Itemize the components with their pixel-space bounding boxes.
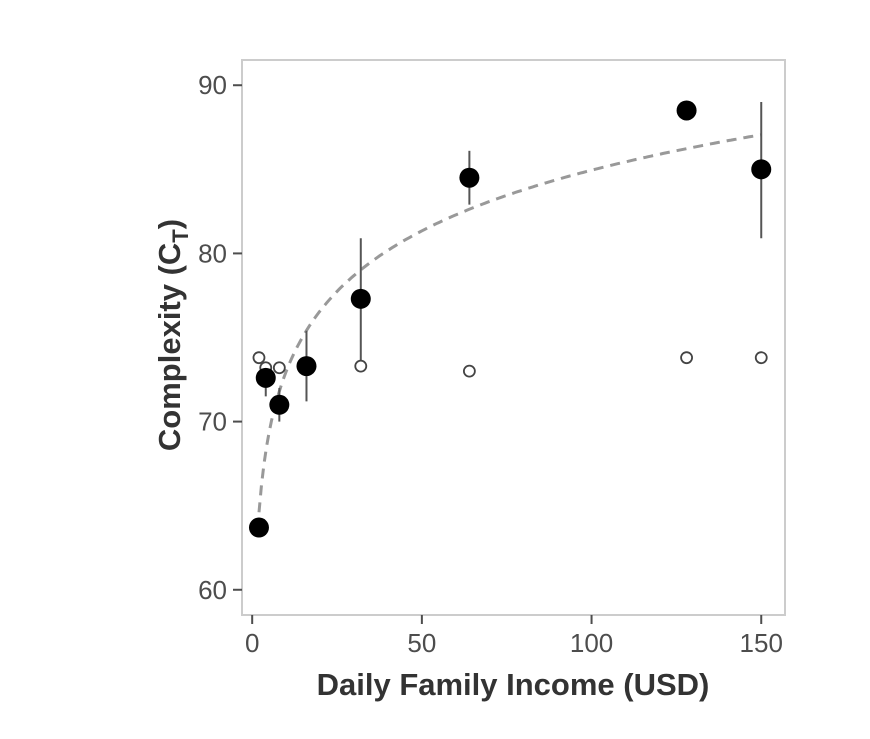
filled-point bbox=[269, 394, 290, 415]
filled-point bbox=[248, 517, 269, 538]
x-tick-label: 100 bbox=[570, 628, 613, 658]
y-axis-title-subscript: T bbox=[168, 229, 193, 243]
y-tick-label: 80 bbox=[198, 238, 227, 268]
y-axis: 60 70 80 90 bbox=[198, 70, 242, 605]
x-tick-label: 50 bbox=[407, 628, 436, 658]
open-point bbox=[272, 361, 286, 375]
y-axis-title-close: ) bbox=[152, 219, 187, 229]
trendline-layer bbox=[257, 133, 762, 513]
y-tick-label: 90 bbox=[198, 70, 227, 100]
plot-panel bbox=[241, 59, 786, 616]
open-point bbox=[754, 351, 768, 365]
x-axis: 0 50 100 150 bbox=[245, 615, 783, 658]
y-tick-label: 60 bbox=[198, 575, 227, 605]
x-tick-label: 0 bbox=[245, 628, 259, 658]
filled-point bbox=[459, 167, 480, 188]
y-tick-label: 70 bbox=[198, 407, 227, 437]
open-point bbox=[354, 359, 368, 373]
filled-point bbox=[350, 288, 371, 309]
open-point bbox=[680, 351, 693, 365]
filled-point bbox=[296, 356, 317, 377]
x-tick-label: 150 bbox=[740, 628, 783, 658]
filled-points bbox=[248, 100, 772, 538]
trendline bbox=[257, 133, 762, 513]
x-axis-title: Daily Family Income (USD) bbox=[317, 667, 710, 702]
y-axis-title: Complexity (CT) bbox=[152, 219, 193, 451]
filled-point bbox=[676, 100, 697, 121]
open-point bbox=[252, 351, 266, 365]
y-axis-title-main: Complexity (C bbox=[152, 243, 187, 451]
filled-point bbox=[255, 367, 276, 388]
filled-point bbox=[751, 159, 772, 180]
open-point bbox=[462, 364, 476, 378]
